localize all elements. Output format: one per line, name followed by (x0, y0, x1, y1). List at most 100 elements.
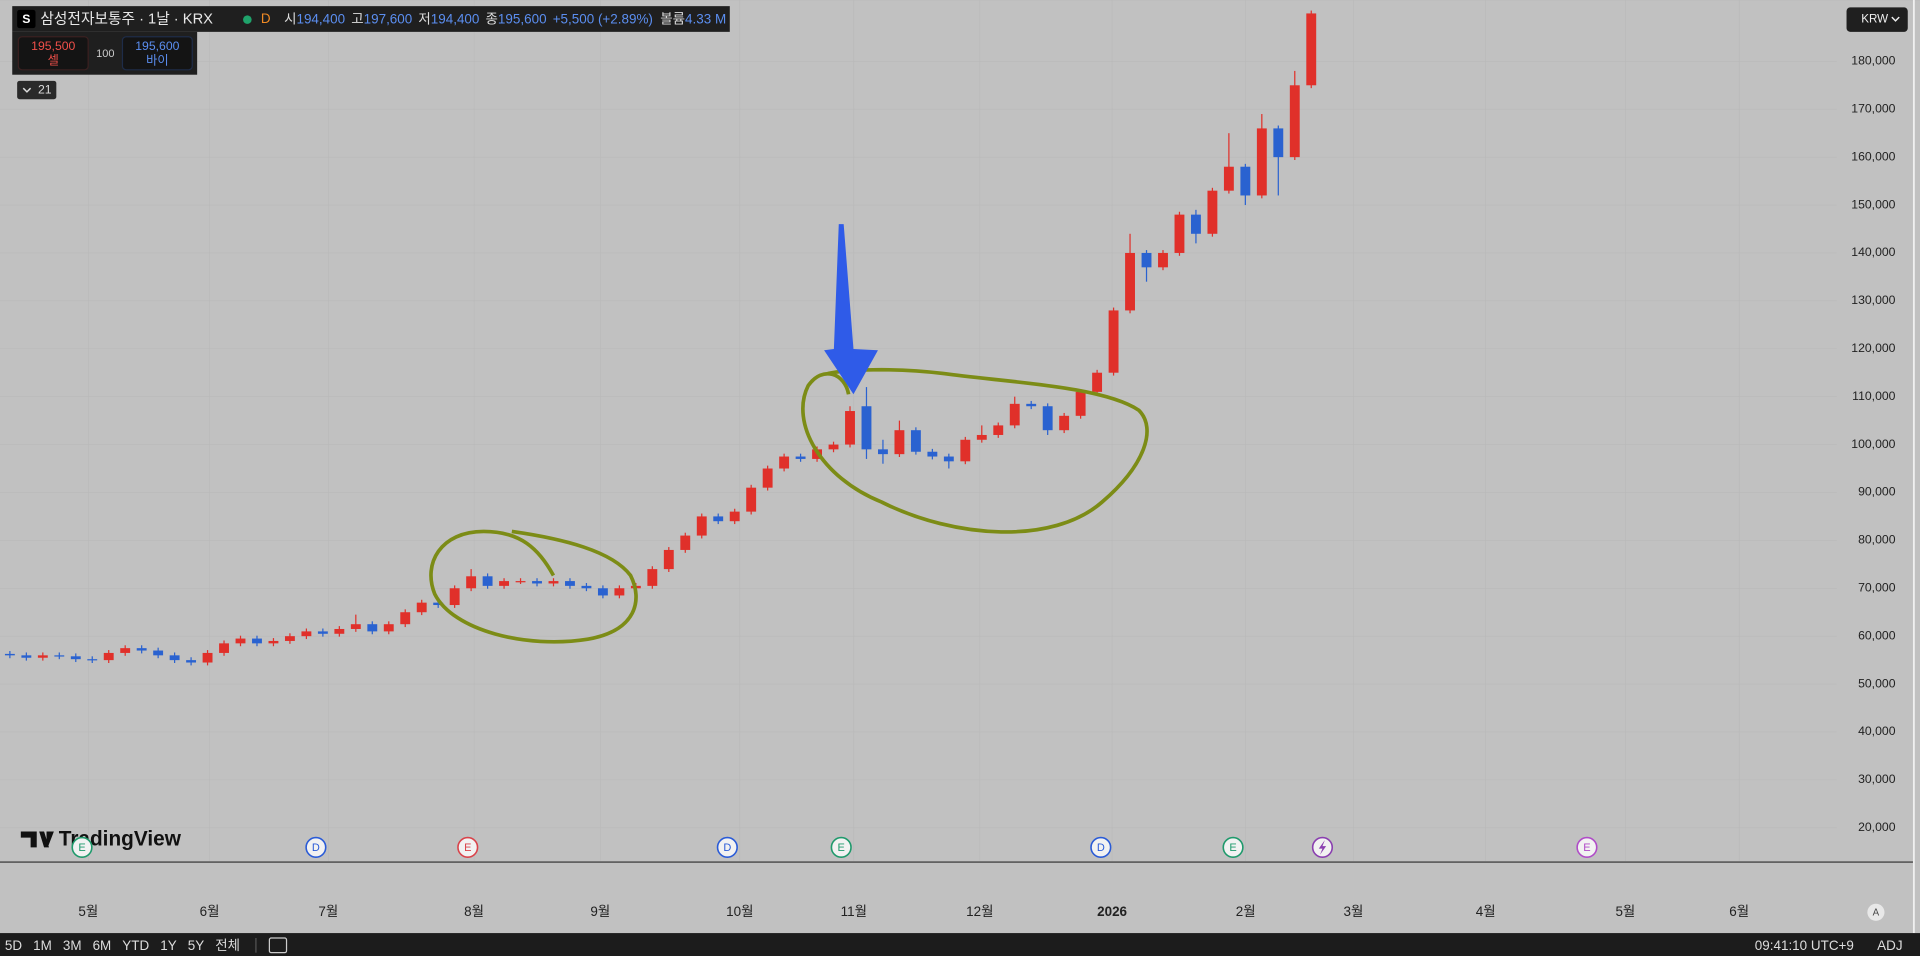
candle-body (515, 581, 526, 583)
candle-body (350, 624, 361, 629)
candle-body (284, 636, 295, 641)
x-tick-label: 5월 (78, 904, 98, 919)
delay-badge: D (261, 11, 271, 26)
candle-body (268, 640, 279, 644)
indicator-toggle[interactable] (17, 80, 57, 100)
buy-button[interactable] (121, 36, 193, 71)
candle-body (1026, 403, 1037, 407)
candle-body (433, 602, 444, 606)
symbol-icon (17, 9, 36, 29)
candles (4, 10, 1317, 666)
x-tick-label: 10월 (726, 904, 753, 919)
candle-body (779, 456, 790, 469)
candle-body (548, 581, 559, 584)
currency: KRW (1861, 13, 1888, 26)
currency-button[interactable] (1846, 7, 1908, 32)
candle-body (1207, 190, 1218, 234)
value: 197,600 (364, 11, 413, 26)
change: +5,500 (+2.89%) (553, 11, 653, 26)
candle-body (1306, 13, 1317, 86)
range-button[interactable]: 5D (5, 938, 22, 953)
candle-body (1240, 166, 1251, 196)
candle-body (1273, 128, 1284, 158)
x-axis: 5월 6월 7월 8월 9월 10월 11월 12월 2026 2월 3월 4월 5월 6월 (78, 904, 1749, 919)
candle-body (910, 430, 921, 452)
value: 195,600 (498, 11, 547, 26)
auto-scale-button[interactable] (1867, 903, 1885, 921)
market-status (243, 15, 252, 24)
candle-body (235, 638, 246, 644)
sell-label: 셀 (48, 53, 59, 67)
candle-body (1256, 128, 1267, 196)
event-badge[interactable] (305, 836, 327, 858)
range-button[interactable]: YTD (122, 938, 149, 953)
candle-body (54, 655, 65, 657)
candle-body (4, 653, 15, 656)
calendar-icon[interactable] (268, 937, 288, 954)
x-tick-label: 6월 (1729, 904, 1749, 919)
y-tick-label: 100,000 (1851, 437, 1895, 451)
range-button[interactable]: 전체 (215, 938, 240, 953)
candle-body (1108, 310, 1119, 373)
x-tick-label: 7월 (318, 904, 338, 919)
candle-body (845, 411, 855, 445)
range-button[interactable]: 5Y (188, 938, 204, 953)
candle-body (449, 588, 460, 606)
y-tick-label: 80,000 (1858, 533, 1896, 547)
candle-body (762, 468, 773, 488)
candle-body (532, 581, 542, 584)
label: 시 (284, 11, 296, 26)
ohlc: 시194,400 고197,600 저194,400 종195,600 +5,500 (… (284, 11, 726, 26)
range-button[interactable]: 1M (33, 938, 52, 953)
adj-button[interactable]: ADJ (1877, 938, 1902, 953)
y-tick-label: 50,000 (1858, 676, 1896, 690)
event-badge[interactable] (457, 836, 479, 858)
candle-body (103, 652, 114, 661)
event-badge[interactable] (1090, 836, 1112, 858)
y-tick-label: 160,000 (1851, 149, 1895, 163)
candle-body (317, 631, 328, 634)
range-button[interactable]: 6M (93, 938, 112, 953)
y-tick-label: 20,000 (1858, 820, 1896, 834)
y-tick-label: 30,000 (1858, 772, 1896, 786)
y-tick-label: 180,000 (1851, 54, 1895, 68)
candle-body (1042, 406, 1053, 431)
event-badge[interactable] (830, 836, 852, 858)
event-badge[interactable] (1576, 836, 1598, 858)
label: 종 (486, 11, 498, 26)
candle-body (1289, 85, 1300, 158)
candle-body (136, 648, 147, 651)
event-badge[interactable] (1222, 836, 1244, 858)
buy-label: 바이 (146, 53, 169, 67)
candle-body (1059, 415, 1070, 431)
x-tick-label: 9월 (590, 904, 610, 919)
x-tick-label: 5월 (1615, 904, 1635, 919)
symbol-name[interactable]: 삼성전자보통주 · 1날 · KRX (40, 10, 213, 27)
range-button[interactable]: 1Y (160, 938, 176, 953)
candle-body (976, 434, 987, 440)
candle-body (597, 588, 608, 596)
candle-body (1075, 391, 1086, 416)
x-tick-label: 6월 (200, 904, 220, 919)
y-tick-label: 110,000 (1852, 389, 1896, 403)
event-badge[interactable] (716, 836, 738, 858)
candle-body (186, 660, 197, 663)
candle-body (499, 581, 510, 586)
y-axis: 20,000 30,000 40,000 50,000 60,000 70,000 80,0… (1851, 54, 1895, 834)
lightning-icon (1318, 840, 1327, 855)
event-label: E (838, 842, 845, 854)
label: 볼륨 (660, 11, 685, 26)
x-tick-label: 4월 (1476, 904, 1496, 919)
candle-body (795, 456, 806, 459)
buy-price: 195,600 (135, 39, 179, 53)
sell-button[interactable] (17, 36, 89, 71)
candle-body (1141, 252, 1152, 268)
candle-body (993, 425, 1004, 435)
event-badge[interactable] (71, 836, 93, 858)
candle-body (169, 655, 180, 661)
spread: 100 (96, 48, 114, 60)
range-button[interactable]: 3M (63, 938, 82, 953)
candle-body (70, 656, 81, 660)
candle-body (1190, 214, 1201, 234)
sell-price: 195,500 (31, 39, 75, 53)
